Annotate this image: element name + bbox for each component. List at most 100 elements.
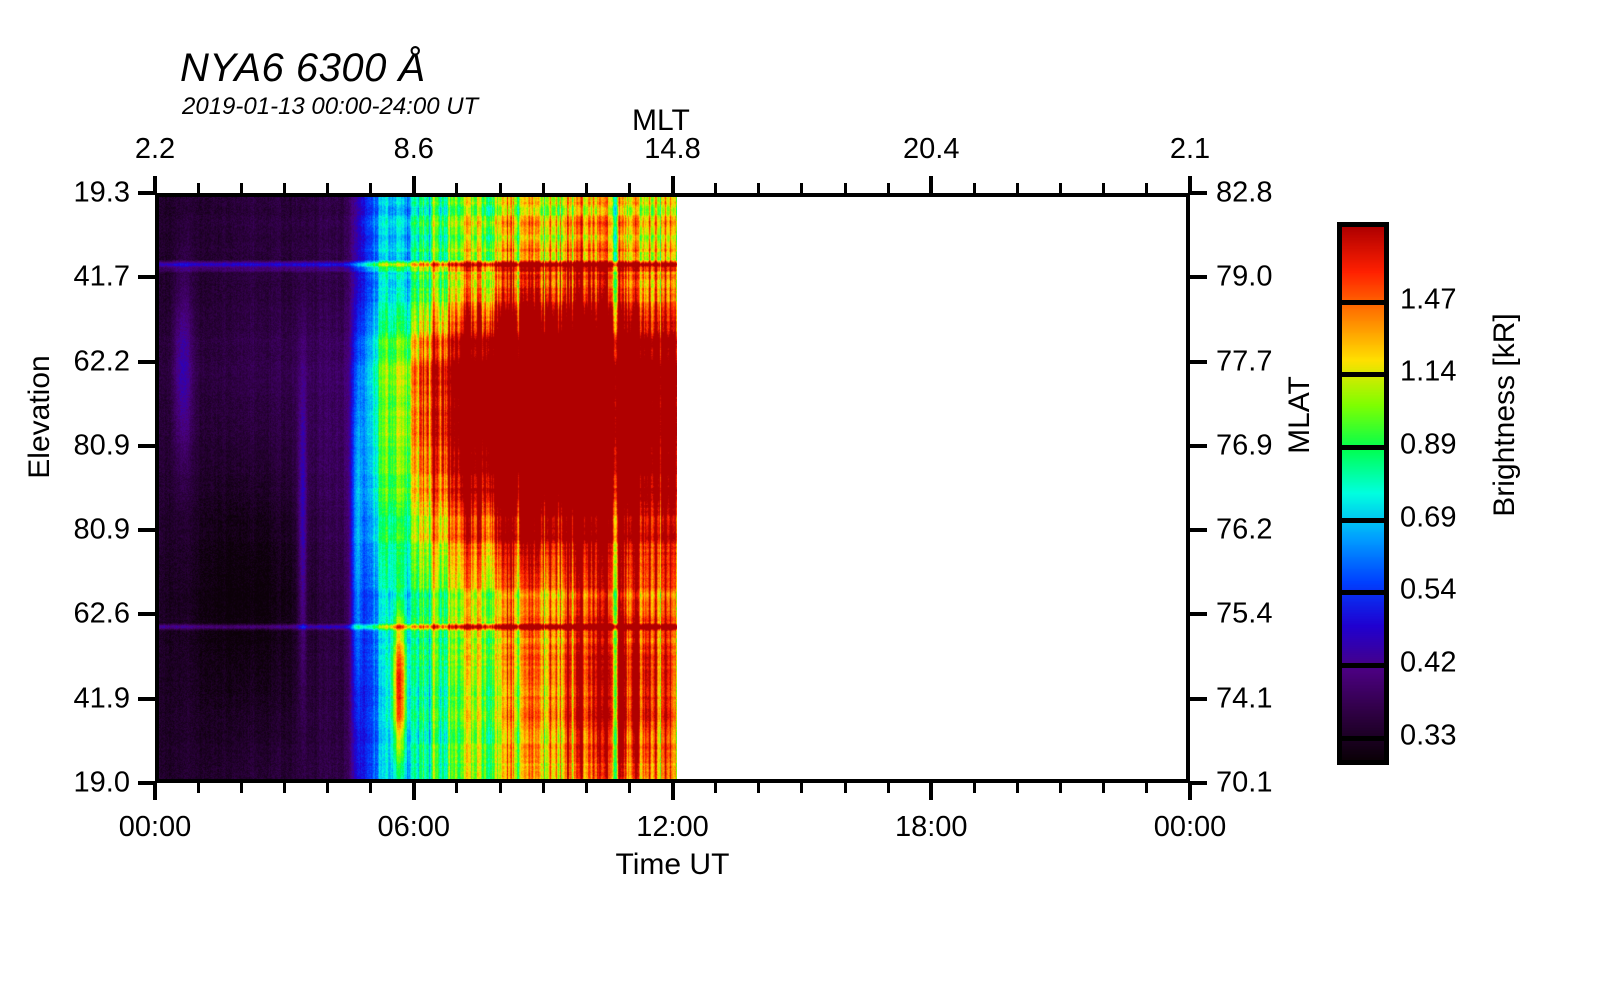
y-tick-label-left: 62.6 [73, 597, 130, 630]
x-tick-bottom [282, 783, 286, 793]
mlt-axis-title: MLT [632, 104, 690, 137]
x-tick-top [541, 183, 545, 193]
x-tick-top [886, 183, 890, 193]
y-tick-right [1190, 191, 1207, 195]
x-tick-bottom [929, 783, 934, 800]
x-tick-top [929, 176, 934, 193]
x-tick-top [1059, 183, 1063, 193]
colorbar-title: Brightness [kR] [1488, 313, 1521, 517]
x-tick-bottom [757, 783, 761, 793]
colorbar [1337, 222, 1389, 765]
x-tick-top [369, 183, 373, 193]
x-tick-top [800, 183, 804, 193]
y-tick-label-right: 75.4 [1216, 597, 1273, 630]
y-tick-label-right: 74.1 [1216, 682, 1273, 715]
x-tick-bottom [1102, 783, 1106, 793]
y-tick-right [1190, 275, 1207, 280]
x-tick-bottom [541, 783, 545, 793]
x-tick-bottom [411, 783, 416, 800]
colorbar-divider [1342, 299, 1384, 305]
y-tick-left [138, 443, 155, 448]
y-tick-label-right: 77.7 [1216, 345, 1273, 378]
y-tick-label-right: 70.1 [1216, 766, 1273, 799]
x-tick-top [282, 183, 286, 193]
x-tick-bottom [369, 783, 373, 793]
x-tick-top [1188, 176, 1192, 193]
x-tick-bottom [326, 783, 329, 793]
colorbar-tick-label: 0.89 [1400, 428, 1457, 461]
y-tick-left [138, 359, 155, 364]
y-tick-right [1190, 612, 1207, 617]
colorbar-divider [1342, 372, 1384, 378]
x-tick-bottom [800, 783, 804, 793]
colorbar-tick-label: 0.42 [1400, 646, 1457, 679]
y-tick-right [1190, 443, 1207, 448]
colorbar-tick-label: 1.14 [1400, 355, 1457, 388]
x-tick-bottom [455, 783, 459, 793]
x-tick-bottom [627, 783, 631, 793]
x-tick-bottom [239, 783, 243, 793]
x-tick-top [1102, 183, 1106, 193]
x-tick-top [455, 183, 459, 193]
y-tick-left [138, 275, 155, 280]
x-tick-bottom [670, 783, 675, 800]
mlt-tick-label: 2.1 [1169, 133, 1211, 165]
colorbar-divider [1342, 445, 1384, 451]
mlt-tick-label: 2.2 [134, 133, 176, 165]
x-tick-top [714, 183, 718, 193]
y-tick-label-right: 76.9 [1216, 429, 1273, 462]
x-tick-top [584, 183, 588, 193]
colorbar-tick-label: 0.69 [1400, 501, 1457, 534]
x-tick-top [972, 183, 976, 193]
y-tick-label-right: 76.2 [1216, 513, 1273, 546]
x-tick-top [196, 183, 200, 193]
y-tick-left [138, 191, 155, 195]
mlt-tick-label: 20.4 [903, 133, 960, 165]
y-tick-right [1190, 528, 1207, 533]
x-tick-label: 00:00 [118, 811, 192, 843]
y-tick-left [138, 528, 155, 533]
x-tick-top [843, 183, 847, 193]
x-tick-bottom [498, 783, 502, 793]
y-tick-left [138, 781, 155, 785]
plot-area [155, 193, 1190, 783]
y-tick-label-right: 82.8 [1216, 176, 1273, 209]
y-tick-right [1190, 359, 1207, 364]
plot-inner [159, 197, 1186, 779]
x-tick-bottom [1188, 783, 1192, 800]
x-tick-label: 06:00 [377, 811, 451, 843]
x-tick-top [1016, 183, 1019, 193]
x-tick-label: 00:00 [1153, 811, 1227, 843]
y-tick-label-left: 41.9 [73, 682, 130, 715]
colorbar-divider [1342, 517, 1384, 523]
x-tick-label: 18:00 [894, 811, 968, 843]
y-tick-right [1190, 696, 1207, 701]
y-tick-left [138, 696, 155, 701]
x-tick-bottom [714, 783, 718, 793]
x-tick-top [670, 176, 675, 193]
x-tick-bottom [1059, 783, 1063, 793]
y-tick-label-left: 41.7 [73, 260, 130, 293]
mlt-tick-label: 8.6 [393, 133, 434, 165]
x-tick-bottom [972, 783, 976, 793]
colorbar-divider [1342, 735, 1384, 741]
x-tick-top [498, 183, 502, 193]
x-tick-bottom [843, 783, 847, 793]
colorbar-gradient [1342, 227, 1384, 760]
x-axis-title: Time UT [615, 848, 730, 881]
figure-title: NYA6 6300 Å [180, 46, 426, 90]
figure-subtitle: 2019-01-13 00:00-24:00 UT [182, 93, 479, 120]
x-tick-top [411, 176, 416, 193]
x-tick-top [1145, 183, 1149, 193]
mlt-tick-label: 14.8 [644, 133, 701, 165]
x-tick-top [627, 183, 631, 193]
y-tick-label-right: 79.0 [1216, 260, 1273, 293]
y-tick-label-left: 80.9 [73, 513, 130, 546]
y-tick-label-left: 19.3 [73, 176, 130, 209]
x-tick-label: 12:00 [636, 811, 709, 843]
y-tick-label-left: 19.0 [73, 766, 130, 799]
x-tick-top [757, 183, 761, 193]
y-tick-right [1190, 781, 1207, 785]
x-tick-bottom [196, 783, 200, 793]
